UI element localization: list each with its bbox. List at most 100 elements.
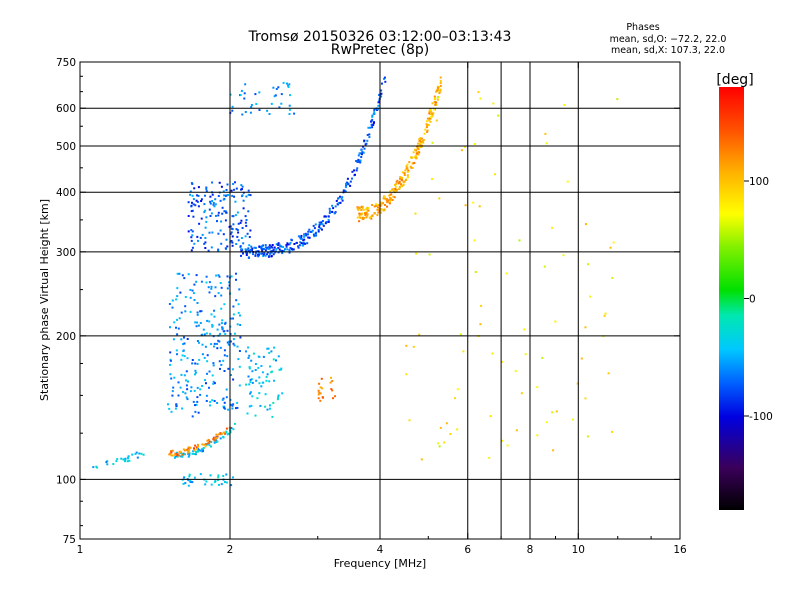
echo-point: [267, 251, 270, 254]
echo-point: [261, 371, 264, 374]
echo-point: [272, 358, 275, 361]
echo-point: [208, 386, 210, 389]
echo-point: [241, 194, 244, 197]
echo-point: [206, 360, 209, 363]
echo-point: [286, 82, 288, 85]
echo-point: [231, 194, 234, 197]
echo-point: [268, 113, 271, 115]
echo-point: [208, 208, 211, 211]
echo-point: [361, 151, 364, 154]
echo-point: [231, 404, 234, 407]
echo-point: [237, 222, 240, 225]
echo-point: [260, 245, 263, 248]
echo-point: [197, 411, 200, 414]
echo-point: [439, 79, 442, 82]
echo-point: [127, 457, 129, 460]
echo-point: [138, 452, 141, 455]
echo-point: [366, 213, 369, 216]
echo-point: [250, 106, 253, 108]
echo-point: [216, 220, 218, 223]
echo-point: [131, 453, 134, 456]
echo-point: [217, 476, 220, 479]
echo-point: [288, 249, 291, 252]
echo-point: [456, 388, 459, 391]
echo-point: [225, 247, 227, 250]
echo-point: [250, 359, 253, 362]
echo-point: [383, 197, 386, 200]
echo-point: [247, 357, 250, 359]
phases-o-line: mean, sd,O: −72.2, 22.0: [610, 34, 727, 45]
y-tick-label: 300: [56, 247, 76, 259]
echo-point: [300, 234, 303, 237]
echo-point: [189, 446, 192, 449]
echo-point: [321, 220, 324, 222]
echo-point: [611, 430, 614, 433]
echo-point: [433, 108, 435, 111]
echo-point: [358, 214, 361, 217]
echo-point: [392, 190, 395, 192]
echo-point: [189, 296, 192, 299]
echo-point: [474, 271, 477, 273]
echo-point: [232, 183, 235, 185]
echo-point: [464, 204, 467, 207]
echo-point: [191, 359, 194, 361]
echo-point: [203, 242, 206, 245]
echo-point: [515, 429, 518, 432]
echo-point: [244, 111, 247, 113]
echo-point: [307, 230, 310, 233]
echo-point: [230, 240, 233, 242]
echo-point: [213, 309, 216, 312]
echo-point: [262, 355, 265, 358]
echo-point: [438, 445, 441, 448]
y-tick-label: 500: [56, 141, 76, 153]
echo-point: [434, 97, 437, 100]
echo-point: [386, 205, 388, 208]
echo-point: [287, 86, 290, 88]
echo-point: [245, 224, 248, 227]
echo-point: [248, 244, 251, 247]
echo-point: [205, 220, 208, 223]
echo-point: [297, 245, 299, 248]
echo-point: [217, 195, 220, 197]
echo-point: [365, 142, 368, 145]
echo-point: [292, 248, 295, 251]
echo-point: [219, 332, 221, 335]
echo-point: [196, 447, 198, 450]
echo-point: [356, 207, 359, 210]
echo-point: [193, 447, 195, 450]
y-tick-label: 100: [56, 474, 76, 486]
echo-point: [346, 181, 348, 184]
echo-point: [245, 195, 248, 198]
y-axis-label: Stationary phase Virtual Height [km]: [38, 199, 51, 401]
echo-point: [175, 403, 178, 406]
echo-point: [259, 404, 262, 407]
echo-point: [405, 165, 408, 168]
echo-point: [225, 238, 228, 241]
echo-point: [288, 250, 291, 253]
echo-point: [176, 333, 179, 336]
echo-point: [497, 114, 500, 117]
echo-point: [194, 444, 197, 447]
echo-point: [278, 106, 281, 109]
echo-point: [227, 367, 230, 370]
echo-point: [190, 210, 193, 213]
echo-point: [244, 215, 247, 218]
echo-point: [211, 200, 214, 202]
echo-point: [200, 310, 203, 313]
echo-point: [194, 362, 197, 365]
echo-point: [505, 272, 508, 275]
echo-point: [376, 214, 379, 217]
echo-point: [426, 117, 429, 120]
echo-point: [282, 81, 285, 84]
echo-point: [176, 287, 179, 290]
echo-point: [330, 376, 332, 379]
echo-point: [205, 443, 208, 446]
echo-point: [209, 404, 211, 407]
echo-point: [383, 196, 386, 198]
echo-point: [307, 236, 310, 239]
echo-point: [225, 211, 228, 214]
echo-point: [220, 483, 223, 486]
echo-point: [368, 133, 371, 136]
echo-point: [270, 255, 273, 258]
